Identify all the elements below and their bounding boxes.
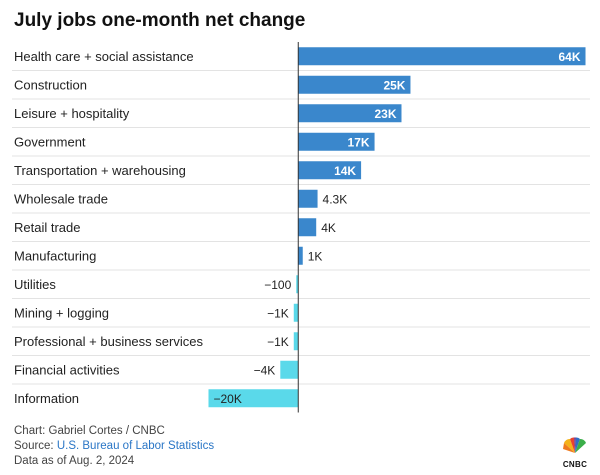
- bar: [298, 161, 362, 180]
- category-label: Utilities: [14, 277, 56, 292]
- value-label: −100: [264, 278, 291, 292]
- bar: [208, 389, 299, 408]
- value-label: −4K: [254, 363, 276, 377]
- value-label: −1K: [267, 306, 289, 320]
- category-label: Mining + logging: [14, 305, 109, 320]
- category-label: Manufacturing: [14, 248, 96, 263]
- bars: [208, 47, 586, 408]
- category-label: Retail trade: [14, 220, 80, 235]
- category-labels: Health care + social assistance Construct…: [14, 49, 203, 406]
- chart-footer: Chart: Gabriel Cortes / CNBC Source: U.S…: [14, 424, 214, 469]
- category-label: Construction: [14, 77, 87, 92]
- value-label: −1K: [267, 335, 289, 349]
- value-label: 64K: [558, 50, 580, 64]
- bar: [280, 360, 299, 379]
- value-label: 25K: [383, 78, 405, 92]
- category-label: Wholesale trade: [14, 191, 108, 206]
- bar: [296, 275, 299, 294]
- data-date: Data as of Aug. 2, 2024: [14, 455, 135, 467]
- bar: [293, 332, 299, 351]
- category-label: Government: [14, 134, 86, 149]
- cnbc-wordmark: CNBC: [562, 460, 588, 469]
- category-label: Information: [14, 391, 79, 406]
- chart-credit: Chart: Gabriel Cortes / CNBC: [14, 425, 165, 437]
- value-label: 23K: [374, 107, 396, 121]
- bar: [298, 47, 586, 66]
- category-label: Professional + business services: [14, 334, 203, 349]
- bar: [298, 104, 402, 123]
- bar: [298, 246, 303, 265]
- source-prefix: Source:: [14, 440, 57, 452]
- value-label: 4K: [321, 221, 336, 235]
- value-labels: 64K 25K 23K 17K 14K 4.3K 4K 1K −100 −1K −1K −4K −20K: [213, 50, 580, 406]
- category-label: Health care + social assistance: [14, 49, 194, 64]
- value-label: 17K: [348, 135, 370, 149]
- category-label: Financial activities: [14, 362, 120, 377]
- value-label: 1K: [308, 249, 323, 263]
- category-label: Transportation + warehousing: [14, 163, 186, 178]
- chart-source: Source: U.S. Bureau of Labor Statistics: [14, 439, 214, 454]
- bar: [298, 132, 375, 151]
- bar: [293, 303, 299, 322]
- value-label: 4.3K: [323, 192, 348, 206]
- gridlines: [12, 70, 590, 385]
- peacock-icon: [563, 437, 586, 453]
- value-label: −20K: [213, 392, 241, 406]
- source-link[interactable]: U.S. Bureau of Labor Statistics: [56, 440, 215, 452]
- bar: [298, 189, 318, 208]
- cnbc-logo: CNBC: [560, 437, 590, 469]
- bar: [298, 75, 411, 94]
- value-label: 14K: [334, 164, 356, 178]
- bar-chart: Health care + social assistance Construct…: [12, 42, 590, 413]
- category-label: Leisure + hospitality: [14, 106, 130, 121]
- chart-title: July jobs one-month net change: [14, 10, 306, 31]
- bar: [298, 218, 317, 237]
